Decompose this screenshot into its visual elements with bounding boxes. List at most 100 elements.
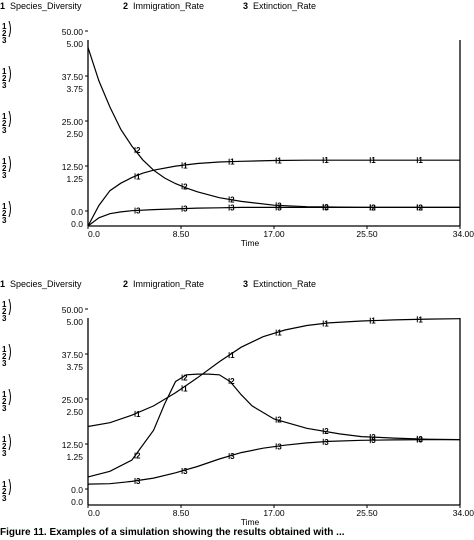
y-tick-label: 50.00 [62, 305, 84, 315]
series-marker-2: 2 [324, 427, 329, 436]
y-tick-label: 0.0 [71, 219, 83, 229]
y-tick-label: 3.75 [66, 362, 83, 372]
y-tick-label: 37.50 [62, 350, 84, 360]
series-marker-3: 3 [230, 452, 235, 461]
figure-caption: Figure 11. Examples of a simulation show… [0, 527, 345, 538]
legend-label: Species_Diversity [10, 279, 82, 289]
legend-number: 3 [243, 279, 248, 289]
x-tick-label: 0.0 [88, 229, 100, 239]
y-tick-label: 5.00 [66, 39, 83, 49]
axis-key-number: 2 [2, 29, 7, 38]
axis-key-icon: 123 [2, 388, 11, 413]
y-tick-label: 1.25 [66, 452, 83, 462]
axis-key-icon: 123 [2, 343, 11, 368]
y-tick-label: 12.50 [62, 162, 84, 172]
y-tick-label: 0.0 [71, 485, 83, 495]
series-marker-2: 2 [371, 433, 376, 442]
legend-number: 1 [0, 279, 5, 289]
y-tick-label: 50.00 [62, 27, 84, 37]
axis-key-brace [8, 200, 11, 218]
axis-key-number: 2 [2, 307, 7, 316]
axis-key-brace [8, 298, 11, 316]
series-marker-3: 3 [230, 204, 235, 213]
x-tick-label: 25.50 [356, 508, 378, 518]
series-marker-3: 3 [136, 207, 141, 216]
y-tick-label: 25.00 [62, 395, 84, 405]
series-marker-3: 3 [277, 442, 282, 451]
axis-key-icon: 123 [2, 433, 11, 458]
series-marker-2: 2 [136, 146, 141, 155]
x-tick-label: 17.00 [263, 508, 285, 518]
series-marker-1: 1 [230, 351, 235, 360]
x-tick-label: 34.00 [453, 229, 474, 239]
axis-key-number: 2 [2, 487, 7, 496]
axis-key-number: 2 [2, 164, 7, 173]
series-marker-1: 1 [183, 161, 188, 170]
axis-key-number: 2 [2, 119, 7, 128]
y-tick-label: 0.0 [71, 207, 83, 217]
legend-label: Extinction_Rate [253, 1, 316, 11]
axis-key-icon: 123 [2, 20, 11, 45]
x-axis-label: Time [241, 517, 260, 527]
axis-key-icon: 123 [2, 298, 11, 323]
series-marker-1: 1 [183, 384, 188, 393]
chart-panel-2: 1 Species_Diversity 2 Immigration_Rate 3 Exti… [0, 279, 474, 527]
axis-key-number: 3 [2, 404, 7, 413]
series-marker-3: 3 [136, 477, 141, 486]
series-marker-3: 3 [418, 203, 423, 212]
axis-key-number: 2 [2, 209, 7, 218]
series-marker-1: 1 [324, 320, 329, 329]
series-marker-1: 1 [277, 329, 282, 338]
axis-key-number: 1 [2, 202, 7, 211]
x-tick-label: 34.00 [453, 508, 474, 518]
axis-key-number: 3 [2, 126, 7, 135]
axis-key-icon: 123 [2, 478, 11, 503]
series-marker-3: 3 [183, 467, 188, 476]
series-marker-2: 2 [183, 374, 188, 383]
axis-key-number: 3 [2, 171, 7, 180]
legend-label: Immigration_Rate [133, 279, 204, 289]
legend-number: 1 [0, 1, 5, 11]
axis-key-number: 3 [2, 359, 7, 368]
series-marker-1: 1 [418, 156, 423, 165]
y-tick-label: 1.25 [66, 174, 83, 184]
axis-key-number: 2 [2, 442, 7, 451]
axis-key-icon: 123 [2, 110, 11, 135]
y-tick-label: 5.00 [66, 317, 83, 327]
legend-number: 2 [123, 279, 128, 289]
x-tick-label: 25.50 [356, 229, 378, 239]
series-marker-1: 1 [324, 156, 329, 165]
legend-label: Species_Diversity [10, 1, 82, 11]
axis-key-number: 1 [2, 480, 7, 489]
x-tick-label: 0.0 [88, 508, 100, 518]
axis-key-number: 3 [2, 36, 7, 45]
series-marker-1: 1 [136, 172, 141, 181]
axis-key-icon: 123 [2, 65, 11, 90]
axis-key-number: 1 [2, 435, 7, 444]
series-marker-1: 1 [136, 410, 141, 419]
series-marker-3: 3 [324, 203, 329, 212]
series-line-1 [87, 318, 461, 428]
axis-key-brace [8, 20, 11, 38]
series-marker-2: 2 [277, 416, 282, 425]
series-marker-1: 1 [230, 158, 235, 167]
axis-key-number: 3 [2, 216, 7, 225]
axis-key-number: 3 [2, 314, 7, 323]
axis-key-number: 1 [2, 390, 7, 399]
axis-key-number: 2 [2, 397, 7, 406]
axis-key-number: 2 [2, 74, 7, 83]
legend-label: Extinction_Rate [253, 279, 316, 289]
axis-key-icon: 123 [2, 155, 11, 180]
axis-key-number: 2 [2, 352, 7, 361]
series-marker-1: 1 [277, 157, 282, 166]
x-tick-label: 8.50 [173, 508, 190, 518]
series-line-1 [87, 159, 460, 227]
axis-key-icon: 123 [2, 200, 11, 225]
axis-key-number: 1 [2, 345, 7, 354]
legend-number: 2 [123, 1, 128, 11]
y-tick-label: 3.75 [66, 84, 83, 94]
axis-key-number: 1 [2, 157, 7, 166]
series-line-3 [87, 206, 460, 227]
legend-number: 3 [243, 1, 248, 11]
